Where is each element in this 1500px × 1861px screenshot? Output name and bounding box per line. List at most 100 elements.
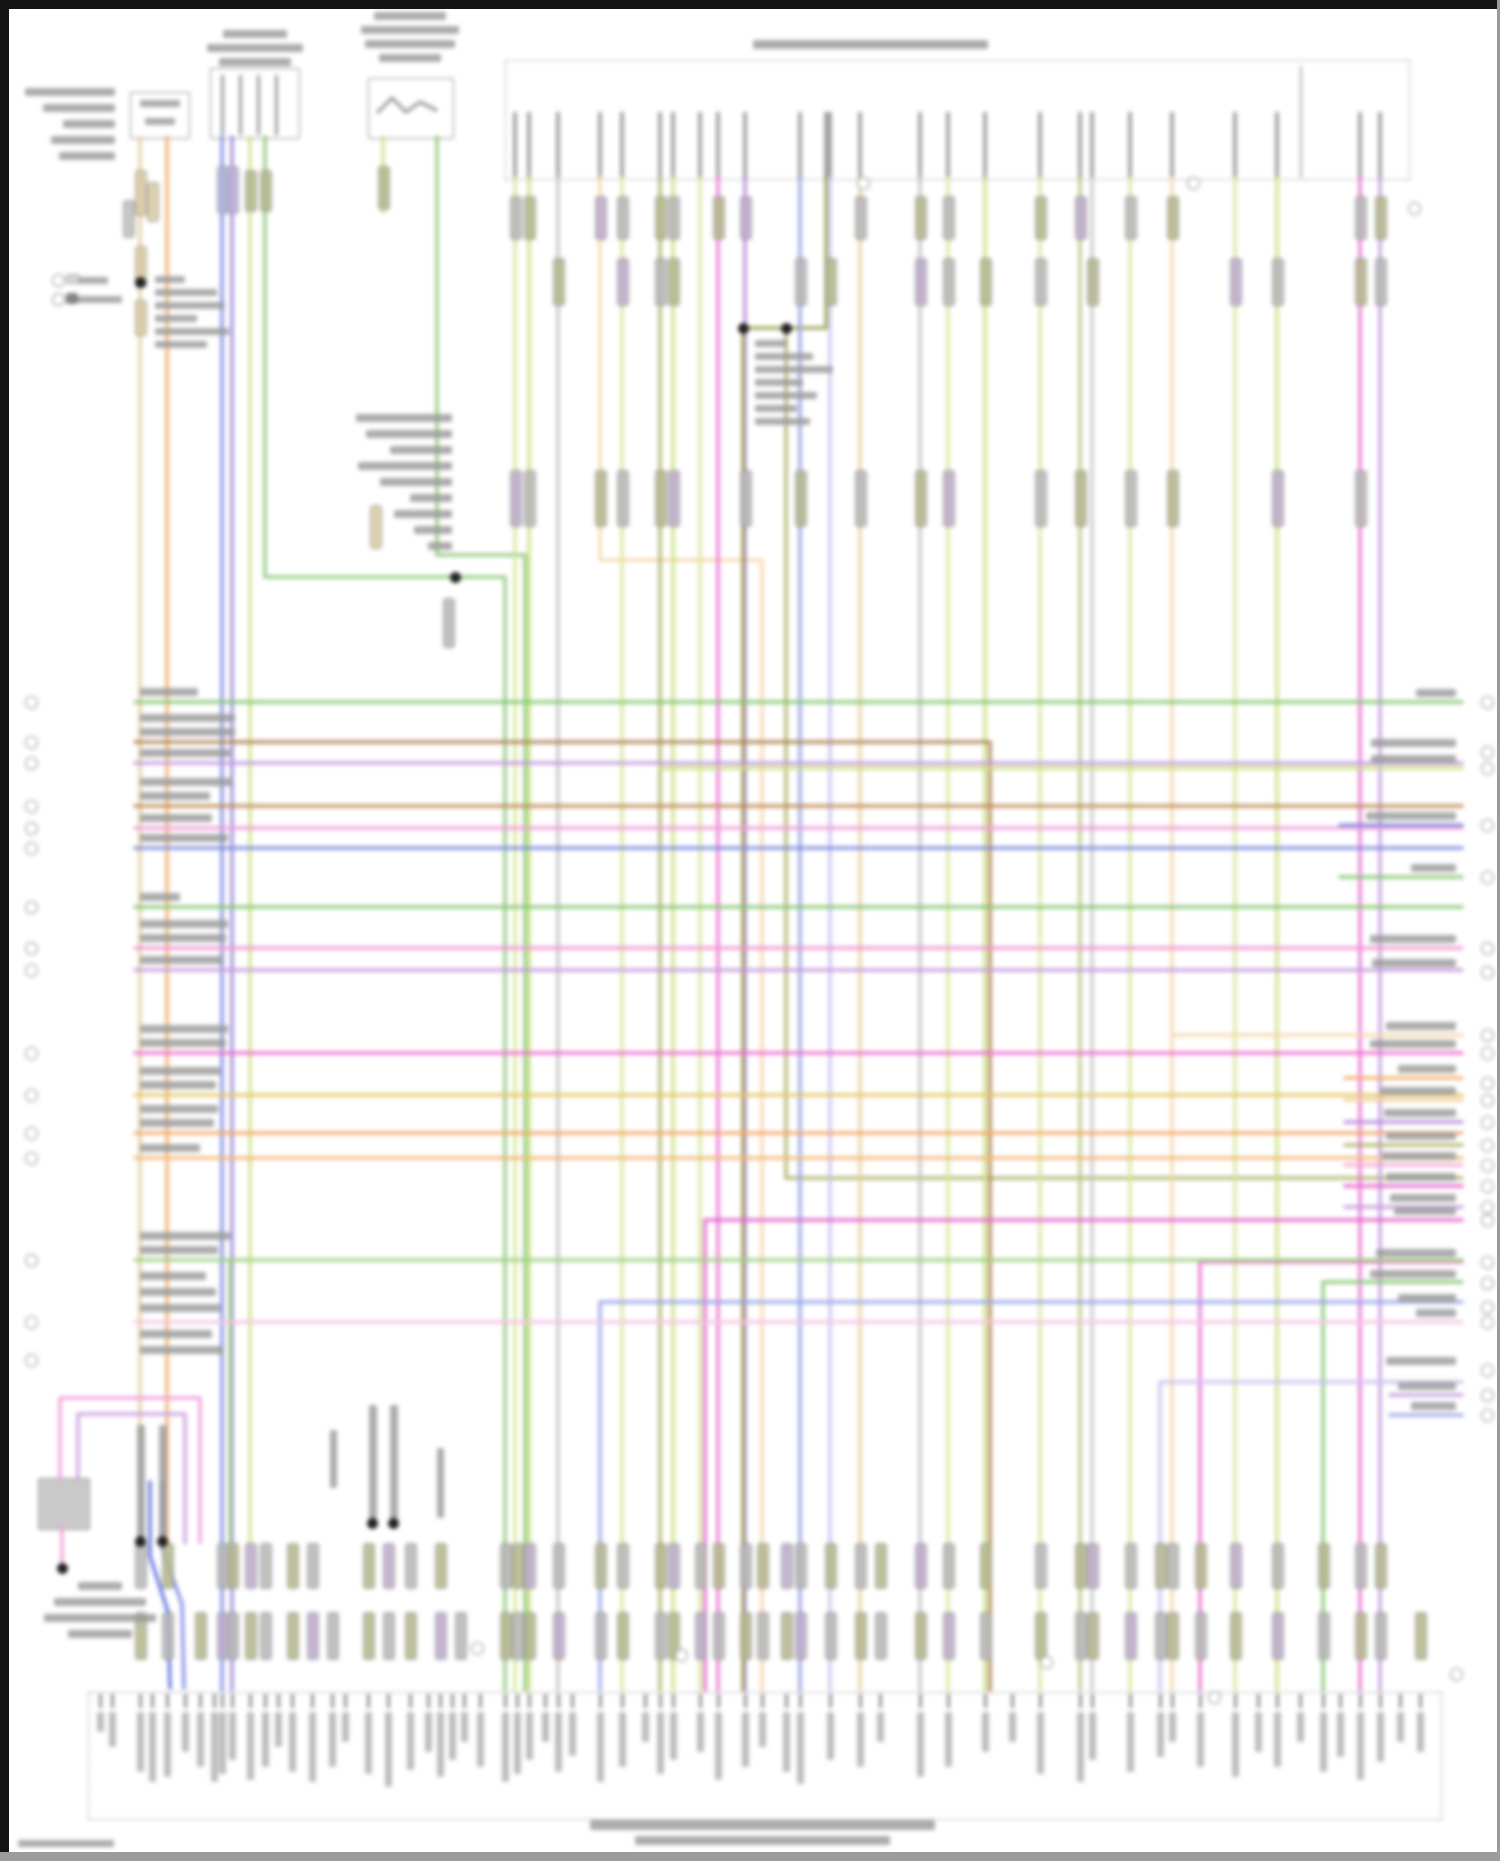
connector bbox=[363, 1543, 375, 1589]
circuit-number-ring bbox=[1480, 1364, 1494, 1377]
splice-dot bbox=[387, 1517, 399, 1529]
splice-dot bbox=[134, 1535, 146, 1547]
connector bbox=[825, 1543, 837, 1589]
connector bbox=[260, 1543, 272, 1589]
pin-label-smudge bbox=[981, 1712, 989, 1752]
pin-label-smudge bbox=[782, 1712, 790, 1772]
label-smudge bbox=[410, 494, 452, 502]
connector-pin bbox=[184, 1694, 187, 1708]
connector bbox=[655, 1543, 667, 1589]
connector-pin bbox=[479, 1694, 482, 1708]
connector-pin bbox=[761, 1694, 764, 1708]
connector-pin bbox=[331, 1694, 334, 1708]
pin-label-smudge bbox=[436, 1712, 444, 1777]
label-smudge bbox=[1386, 1173, 1456, 1181]
connector-pin bbox=[427, 1694, 430, 1708]
connector-pin bbox=[516, 1694, 519, 1708]
label-smudge bbox=[1390, 1194, 1456, 1202]
circuit-number-ring bbox=[1480, 1214, 1494, 1227]
label-smudge bbox=[1411, 1402, 1456, 1410]
splice-dot bbox=[366, 1517, 378, 1529]
pin-label-smudge bbox=[341, 1712, 349, 1742]
splice-dot bbox=[56, 1562, 68, 1574]
connector-pin bbox=[919, 1694, 922, 1708]
connector bbox=[740, 470, 752, 527]
ground-symbol-ring bbox=[1186, 177, 1200, 190]
connector bbox=[855, 1612, 867, 1660]
label-smudge bbox=[755, 340, 787, 347]
pin-label-smudge bbox=[741, 1712, 749, 1767]
connector bbox=[1087, 1612, 1099, 1660]
ground-symbol-ring bbox=[1039, 1656, 1053, 1669]
harness-pin-stub bbox=[946, 112, 950, 178]
label-smudge bbox=[589, 1820, 935, 1830]
connector bbox=[1125, 196, 1137, 240]
connector bbox=[825, 1612, 837, 1660]
connector bbox=[713, 1543, 725, 1589]
label-smudge bbox=[1370, 1270, 1456, 1278]
connector-pin bbox=[111, 1694, 114, 1708]
connector-pin bbox=[1379, 1694, 1382, 1708]
harness-pin-stub bbox=[658, 112, 662, 178]
connector-pin bbox=[151, 1694, 154, 1708]
label-smudge bbox=[634, 1836, 890, 1845]
pin-label-smudge bbox=[596, 1712, 604, 1782]
connector bbox=[245, 1543, 257, 1589]
pin-label-smudge bbox=[1296, 1712, 1304, 1742]
circuit-number-ring bbox=[1480, 1029, 1494, 1042]
ground-symbol-ring bbox=[1449, 1668, 1463, 1681]
label-smudge bbox=[1386, 1357, 1456, 1365]
connector bbox=[795, 258, 807, 306]
pin-label-smudge bbox=[525, 1712, 533, 1760]
circuit-number-ring bbox=[24, 1089, 38, 1102]
label-smudge bbox=[394, 510, 452, 518]
label-smudge bbox=[140, 1025, 228, 1033]
label-smudge bbox=[140, 1304, 220, 1312]
label-smudge bbox=[752, 40, 988, 49]
connector bbox=[875, 1612, 887, 1660]
harness-pin-stub bbox=[598, 112, 602, 178]
pin-label-smudge bbox=[218, 1712, 226, 1774]
pin-label-smudge bbox=[96, 1712, 104, 1732]
circuit-number-ring bbox=[24, 696, 38, 709]
connector bbox=[383, 1612, 395, 1660]
connector bbox=[915, 1543, 927, 1589]
connector bbox=[617, 470, 629, 527]
connector bbox=[510, 196, 522, 240]
label-smudge bbox=[140, 749, 230, 757]
connector bbox=[135, 1612, 147, 1660]
connector-pin bbox=[311, 1694, 314, 1708]
label-smudge bbox=[155, 289, 217, 296]
connector-pin bbox=[344, 1694, 347, 1708]
label-smudge bbox=[78, 1582, 122, 1590]
harness-pin-stub bbox=[556, 112, 560, 178]
component-box-component-bottom-left bbox=[38, 1478, 90, 1530]
connector bbox=[1375, 258, 1387, 306]
frame-top bbox=[0, 0, 1500, 9]
connector bbox=[740, 196, 752, 240]
circuit-number-ring bbox=[1480, 1047, 1494, 1060]
circuit-number-ring bbox=[1480, 1389, 1494, 1402]
connector-pin bbox=[409, 1694, 412, 1708]
connector-pin bbox=[1276, 1694, 1279, 1708]
legend-swatch-icon bbox=[66, 274, 80, 284]
label-smudge bbox=[1398, 1294, 1456, 1302]
pin-label-smudge bbox=[714, 1712, 722, 1780]
connector-pin bbox=[1399, 1694, 1402, 1708]
circuit-number-ring bbox=[1480, 1316, 1494, 1329]
connector-pin bbox=[528, 1694, 531, 1708]
connector bbox=[1035, 1543, 1047, 1589]
circuit-number-ring bbox=[1480, 1256, 1494, 1269]
label-smudge bbox=[140, 688, 198, 696]
connector-pin bbox=[1129, 1694, 1132, 1708]
label-smudge bbox=[1411, 864, 1456, 872]
ground-symbol-ring bbox=[1407, 202, 1421, 215]
legend-splice-icon bbox=[66, 293, 78, 304]
label-smudge bbox=[18, 1840, 114, 1847]
connector-pin bbox=[367, 1694, 370, 1708]
connector bbox=[1355, 258, 1367, 306]
label-smudge bbox=[140, 893, 180, 901]
circuit-number-ring bbox=[1480, 1277, 1494, 1290]
ground-symbol-ring bbox=[674, 1649, 688, 1662]
harness-pin-stub bbox=[620, 112, 624, 178]
